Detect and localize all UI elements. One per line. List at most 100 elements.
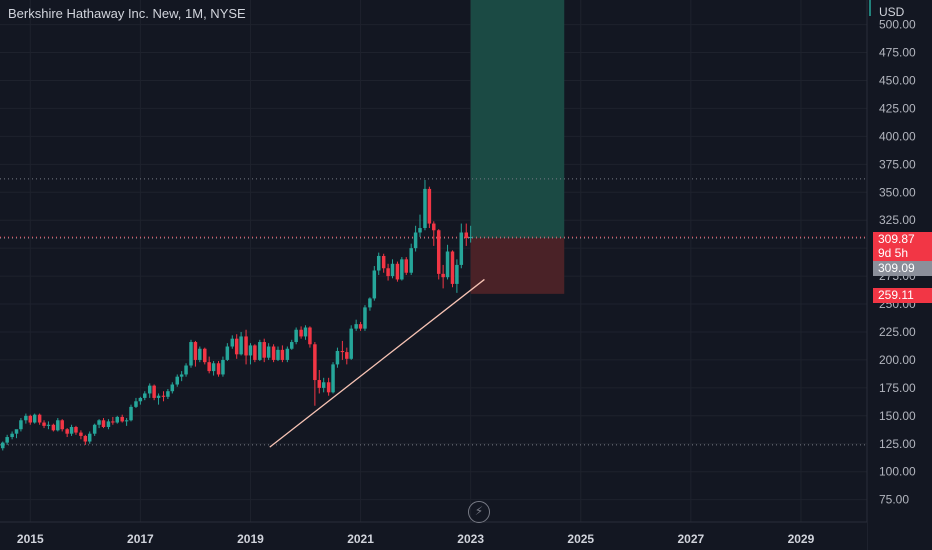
- time-tick-label: 2027: [677, 532, 704, 546]
- price-tick-label: 200.00: [879, 353, 916, 367]
- candle-body: [358, 324, 363, 329]
- candle-body: [455, 264, 459, 284]
- time-tick-label: 2015: [17, 532, 44, 546]
- candle-body: [317, 380, 322, 388]
- currency-label: USD: [879, 5, 905, 19]
- candle-body: [161, 395, 166, 397]
- time-tick-label: 2025: [567, 532, 594, 546]
- candle-body: [445, 251, 450, 278]
- candle-body: [230, 338, 235, 347]
- candle-body: [276, 349, 280, 360]
- candle-body: [115, 416, 120, 423]
- candle-body: [376, 255, 381, 271]
- candle-body: [441, 273, 445, 278]
- candle-body: [129, 406, 133, 421]
- time-axis-background: [0, 522, 867, 550]
- candle-body: [427, 188, 432, 224]
- candle-body: [28, 415, 33, 423]
- horizontal-levels: [0, 178, 867, 446]
- candle-body: [303, 327, 308, 337]
- candle-body: [147, 385, 152, 394]
- price-tick-label: 350.00: [879, 185, 916, 199]
- candle-body: [51, 424, 56, 431]
- candle-body: [418, 228, 422, 233]
- price-tick-label: 450.00: [879, 73, 916, 87]
- candle-body: [106, 421, 111, 427]
- price-tick-label: 475.00: [879, 46, 916, 60]
- time-tick-label: 2021: [347, 532, 374, 546]
- candle-body: [345, 352, 349, 359]
- candle-body: [179, 374, 184, 377]
- candle-body: [381, 255, 386, 269]
- candle-body: [42, 422, 46, 426]
- candle-body: [271, 346, 276, 360]
- candle-body: [198, 348, 202, 360]
- time-tick-label: 2017: [127, 532, 154, 546]
- candle-body: [143, 393, 147, 398]
- candle-body: [5, 437, 9, 443]
- candle-body: [211, 363, 216, 372]
- candle-body: [436, 230, 441, 274]
- candle-body: [244, 336, 248, 356]
- price-tick-label: 400.00: [879, 129, 916, 143]
- candle-body: [60, 420, 64, 430]
- candle-body: [207, 362, 211, 372]
- candle-body: [266, 346, 271, 358]
- candle-body: [363, 307, 367, 329]
- chart-grid: [0, 0, 867, 522]
- candle-body: [216, 363, 221, 375]
- candle-body: [294, 329, 298, 343]
- trendline-layer: [269, 278, 485, 448]
- candle-body: [313, 344, 317, 381]
- candle-body: [258, 342, 262, 360]
- candle-body: [32, 414, 37, 423]
- candle-body: [423, 188, 427, 229]
- candle-body: [156, 395, 161, 398]
- candle-body: [290, 342, 294, 349]
- candle-body: [280, 349, 285, 360]
- candle-body: [166, 391, 170, 397]
- candle-body: [248, 345, 253, 356]
- candle-body: [464, 232, 469, 239]
- time-tick-label: 2029: [788, 532, 815, 546]
- candle-body: [372, 270, 377, 299]
- price-tick-label: 325.00: [879, 213, 916, 227]
- candle-body: [83, 435, 88, 442]
- candle-body: [468, 236, 473, 239]
- candle-body: [450, 251, 455, 284]
- candle-body: [184, 365, 188, 375]
- price-tick-label: 425.00: [879, 101, 916, 115]
- candle-body: [46, 424, 51, 426]
- candlestick-series: [1, 179, 473, 451]
- candle-body: [386, 268, 390, 277]
- candle-body: [193, 342, 198, 360]
- candle-body: [262, 342, 266, 358]
- time-tick-label: 2019: [237, 532, 264, 546]
- candle-body: [331, 364, 335, 393]
- target-zone: [470, 0, 565, 238]
- candle-body: [189, 342, 193, 366]
- candle-body: [87, 433, 92, 442]
- candle-body: [111, 421, 115, 423]
- tradingview-logo-icon[interactable]: ⚡: [468, 501, 490, 523]
- candle-body: [14, 429, 19, 434]
- time-axis: 2015 2017 2019 2021 2023 2025 2027 2029: [0, 521, 867, 550]
- candle-body: [65, 429, 69, 434]
- price-tick-label: 125.00: [879, 437, 916, 451]
- candle-body: [432, 223, 436, 231]
- candle-body: [79, 432, 83, 436]
- price-tick-label: 175.00: [879, 381, 916, 395]
- candle-body: [24, 415, 28, 421]
- candle-body: [404, 259, 409, 273]
- candle-body: [395, 263, 400, 280]
- candle-body: [56, 420, 60, 431]
- candle-body: [37, 414, 42, 423]
- candle-body: [340, 350, 345, 353]
- candle-body: [354, 324, 358, 329]
- candle-body: [138, 397, 143, 402]
- stop-price-badge: 259.11: [873, 288, 932, 303]
- price-tick-label: 375.00: [879, 157, 916, 171]
- candle-body: [101, 420, 106, 427]
- candle-body: [175, 376, 180, 385]
